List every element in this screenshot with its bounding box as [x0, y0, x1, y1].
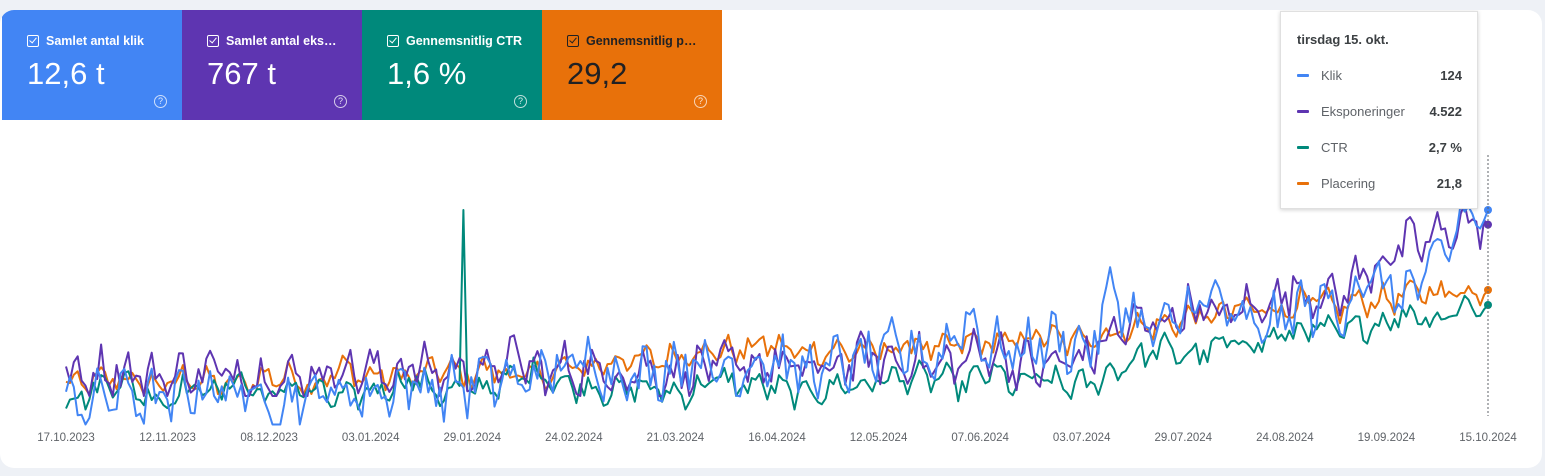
checkbox-icon[interactable]	[567, 35, 579, 47]
x-tick-label: 16.04.2024	[748, 432, 806, 444]
chart-tooltip: tirsdag 15. okt. Klik 124 Eksponeringer …	[1280, 11, 1478, 209]
tooltip-row-clicks: Klik 124	[1297, 67, 1462, 83]
tooltip-series-name: Placering	[1321, 175, 1376, 191]
checkbox-icon[interactable]	[387, 35, 399, 47]
tooltip-row-position: Placering 21,8	[1297, 175, 1462, 191]
tile-header: Gennemsnitlig po…	[567, 34, 702, 48]
x-tick-label: 03.07.2024	[1053, 432, 1111, 444]
checkbox-icon[interactable]	[27, 35, 39, 47]
tile-value: 1,6 %	[387, 56, 467, 91]
performance-card: Samlet antal klik 12,6 t ? Samlet antal …	[0, 10, 1542, 468]
help-icon[interactable]: ?	[514, 95, 527, 108]
tile-value: 29,2	[567, 56, 628, 91]
metric-tile-ctr[interactable]: Gennemsnitlig CTR 1,6 % ?	[362, 10, 542, 120]
tooltip-row-ctr: CTR 2,7 %	[1297, 139, 1462, 155]
x-tick-label: 21.03.2024	[647, 432, 705, 444]
tile-header: Gennemsnitlig CTR	[387, 34, 522, 48]
help-icon[interactable]: ?	[154, 95, 167, 108]
x-tick-label: 03.01.2024	[342, 432, 400, 444]
tile-header: Samlet antal eksp…	[207, 34, 342, 48]
tooltip-series-value: 21,8	[1436, 175, 1462, 191]
x-tick-label: 15.10.2024	[1459, 432, 1517, 444]
performance-chart[interactable]: 17.10.2023 12.11.2023 08.12.2023 03.01.2024…	[0, 10, 1542, 468]
legend-swatch	[1297, 145, 1309, 149]
help-icon[interactable]: ?	[334, 95, 347, 108]
x-tick-label: 24.08.2024	[1256, 432, 1314, 444]
x-tick-label: 08.12.2023	[240, 432, 298, 444]
x-tick-label: 19.09.2024	[1358, 432, 1416, 444]
tooltip-date: tirsdag 15. okt.	[1297, 32, 1389, 47]
tile-value: 12,6 t	[27, 56, 105, 91]
legend-swatch	[1297, 73, 1309, 77]
series-point-klik[interactable]	[1484, 206, 1492, 214]
metric-tile-impressions[interactable]: Samlet antal eksp… 767 t ?	[182, 10, 362, 120]
series-point-placering[interactable]	[1484, 286, 1492, 294]
series-line-ctr[interactable]	[65, 209, 1489, 411]
x-tick-label: 29.07.2024	[1155, 432, 1213, 444]
x-tick-label: 12.05.2024	[850, 432, 908, 444]
legend-swatch	[1297, 109, 1309, 113]
x-tick-label: 07.06.2024	[951, 432, 1009, 444]
tooltip-series-name: CTR	[1321, 139, 1348, 155]
metric-tile-position[interactable]: Gennemsnitlig po… 29,2 ?	[542, 10, 722, 120]
tile-header: Samlet antal klik	[27, 34, 162, 48]
legend-swatch	[1297, 181, 1309, 185]
x-tick-label: 24.02.2024	[545, 432, 603, 444]
tooltip-row-impressions: Eksponeringer 4.522	[1297, 103, 1462, 119]
tile-value: 767 t	[207, 56, 276, 91]
tooltip-series-name: Klik	[1321, 67, 1342, 83]
metric-tile-clicks[interactable]: Samlet antal klik 12,6 t ?	[2, 10, 182, 120]
checkbox-icon[interactable]	[207, 35, 219, 47]
x-tick-label: 29.01.2024	[444, 432, 502, 444]
tooltip-series-name: Eksponeringer	[1321, 103, 1405, 119]
x-tick-label: 12.11.2023	[139, 432, 196, 444]
tooltip-series-value: 124	[1440, 67, 1462, 83]
tooltip-series-value: 4.522	[1429, 103, 1462, 119]
x-tick-label: 17.10.2023	[37, 432, 95, 444]
tooltip-series-value: 2,7 %	[1428, 139, 1462, 155]
help-icon[interactable]: ?	[694, 95, 707, 108]
series-line-klik[interactable]	[65, 202, 1489, 426]
